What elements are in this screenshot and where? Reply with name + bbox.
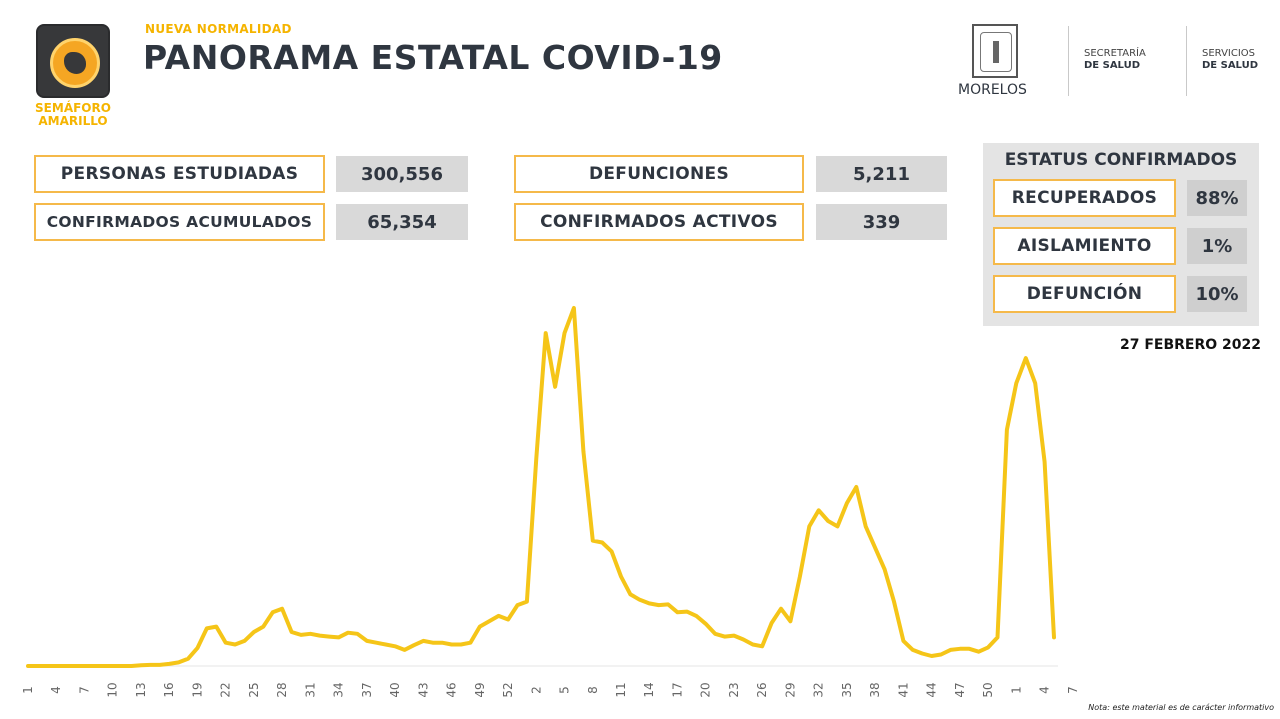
x-tick-label: 1 [21,686,35,694]
x-tick-label: 11 [614,682,628,697]
x-tick-label: 34 [332,682,346,697]
x-tick-label: 10 [106,682,120,697]
x-tick-label: 41 [896,682,910,697]
confirmados-acumulados-label: CONFIRMADOS ACUMULADOS [34,203,325,241]
x-tick-label: 40 [388,682,402,697]
page-title: PANORAMA ESTATAL COVID-19 [143,38,723,77]
dep1-line1: SECRETARÍA [1084,48,1146,59]
servicios-logo: SERVICIOS DE SALUD [1202,48,1258,72]
kicker: NUEVA NORMALIDAD [145,22,292,36]
semaforo-label-line1: SEMÁFORO [35,101,111,115]
status-title: ESTATUS CONFIRMADOS [1004,150,1238,170]
semaforo-ring [50,38,100,88]
x-tick-label: 4 [49,686,63,694]
aislamiento-value: 1% [1187,228,1247,264]
x-tick-label: 7 [78,686,92,694]
x-tick-label: 38 [868,682,882,697]
x-tick-label: 28 [275,682,289,697]
x-tick-label: 23 [727,682,741,697]
defuncion-value: 10% [1187,276,1247,312]
x-tick-label: 26 [755,682,769,697]
weekly-cases-chart: 1 4 7 10 13 16 19 22 25 28 31 34 37 40 43 46 49 52 2 5 8 11 14… [21,306,1080,698]
x-tick-label: 32 [812,682,826,697]
x-tick-label: 20 [699,682,713,697]
x-tick-label: 52 [501,682,515,697]
x-tick-label: 16 [162,682,176,697]
confirmados-activos-label: CONFIRMADOS ACTIVOS [514,203,804,241]
state-map-icon [64,52,86,74]
confirmados-acumulados-value: 65,354 [336,204,468,240]
semaforo-icon [36,24,110,98]
x-tick-label: 50 [981,682,995,697]
x-tick-label: 31 [303,682,317,697]
x-tick-label: 43 [416,682,430,697]
recuperados-label: RECUPERADOS [993,179,1176,217]
divider [1068,26,1069,96]
report-date: 27 FEBRERO 2022 [1119,337,1261,353]
defuncion-label: DEFUNCIÓN [993,275,1176,313]
x-tick-label: 1 [1009,686,1023,694]
aislamiento-label: AISLAMIENTO [993,227,1176,265]
state-seal-icon [972,24,1018,78]
x-tick-label: 7 [1066,686,1080,694]
secretaria-logo: SECRETARÍA DE SALUD [1084,48,1146,72]
x-tick-label: 22 [219,682,233,697]
x-tick-label: 37 [360,682,374,697]
confirmados-activos-value: 339 [816,204,947,240]
x-tick-label: 25 [247,682,261,697]
state-label: MORELOS [958,82,1027,98]
semaforo-label-line2: AMARILLO [38,114,108,128]
semaforo-label: SEMÁFORO AMARILLO [30,102,116,128]
x-tick-label: 8 [586,686,600,694]
personas-estudiadas-value: 300,556 [336,156,468,192]
x-tick-label: 44 [925,682,939,697]
dep2-line1: SERVICIOS [1202,48,1256,59]
x-tick-label: 2 [529,686,543,694]
x-tick-label: 19 [190,682,204,697]
x-tick-label: 29 [783,682,797,697]
x-tick-label: 17 [671,682,685,697]
series-layer [26,306,1056,668]
disclaimer-note: Nota: este material es de carácter infor… [1088,703,1274,712]
x-tick-label: 13 [134,682,148,697]
x-tick-layer: 1 4 7 10 13 16 19 22 25 28 31 34 37 40 43 46 49 52 2 5 8 11 14… [21,682,1080,697]
x-tick-label: 5 [558,686,572,694]
x-tick-label: 49 [473,682,487,697]
recuperados-value: 88% [1187,180,1247,216]
x-tick-label: 14 [642,682,656,697]
divider [1186,26,1187,96]
x-tick-label: 4 [1038,686,1052,694]
dep1-line2: DE SALUD [1084,60,1140,71]
defunciones-label: DEFUNCIONES [514,155,804,193]
x-tick-label: 46 [445,682,459,697]
dep2-line2: DE SALUD [1202,60,1258,71]
defunciones-value: 5,211 [816,156,947,192]
x-tick-label: 35 [840,682,854,697]
personas-estudiadas-label: PERSONAS ESTUDIADAS [34,155,325,193]
x-tick-label: 47 [953,682,967,697]
series-line [26,306,1056,668]
